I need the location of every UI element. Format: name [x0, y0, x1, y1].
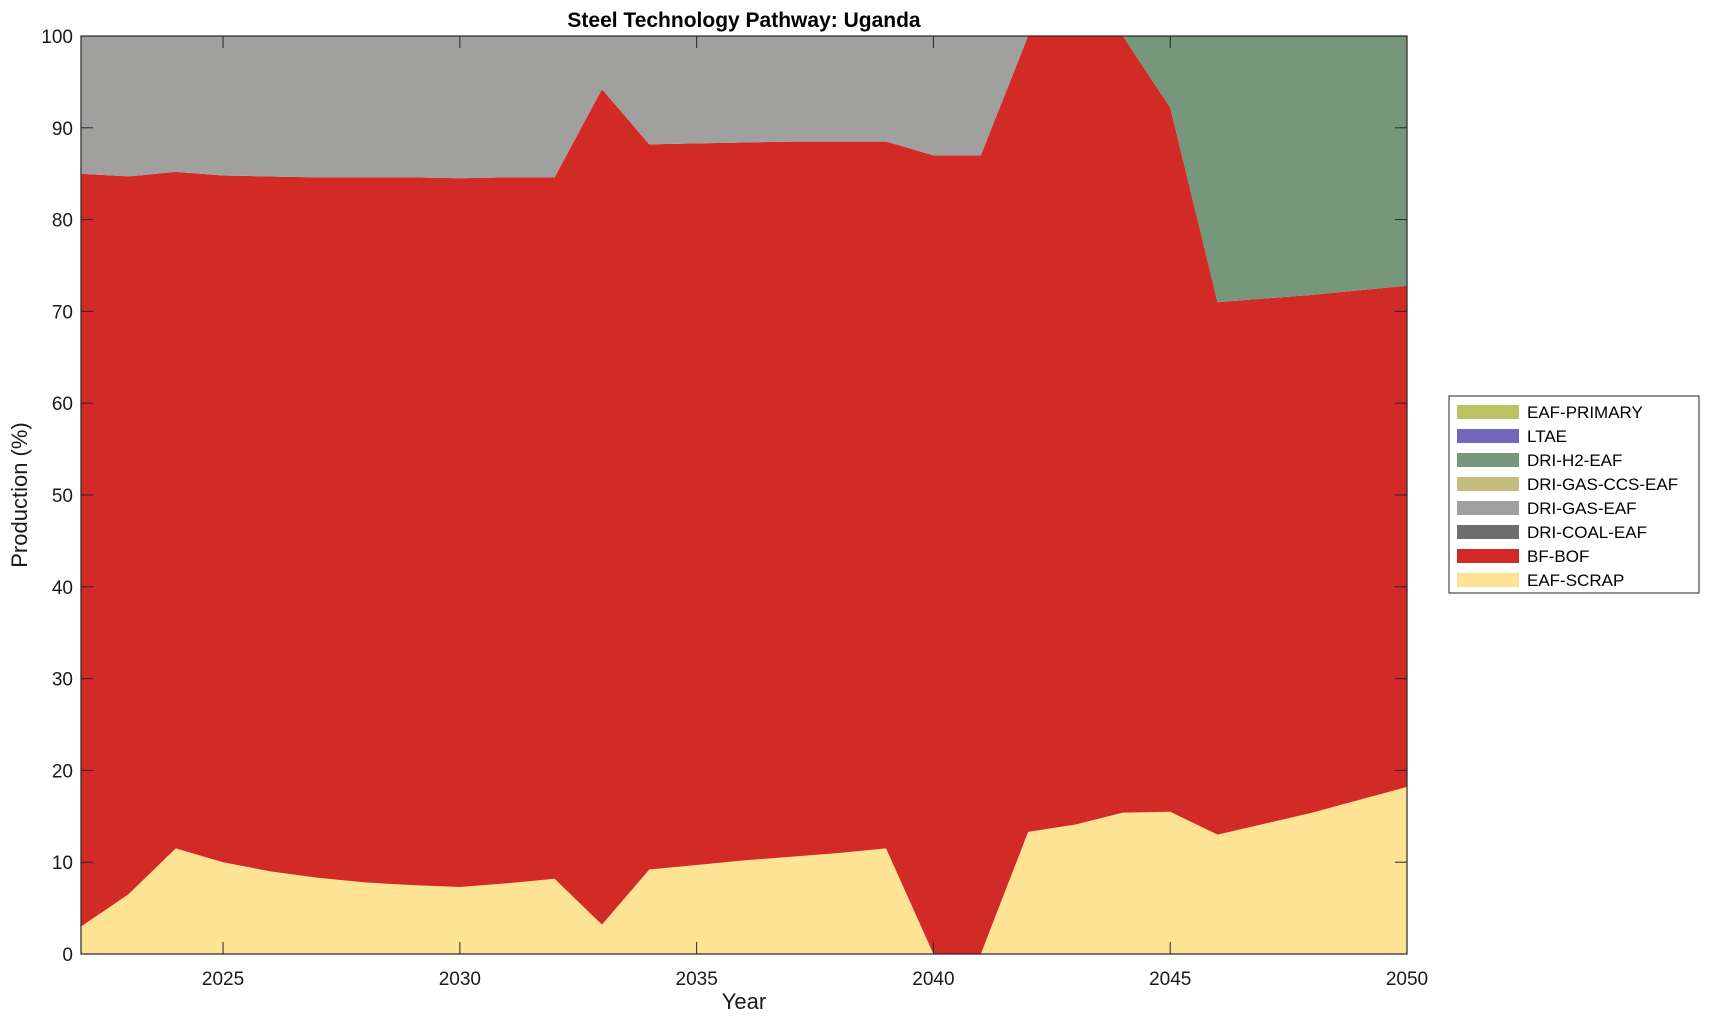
- area-eaf-scrap: [81, 786, 1407, 954]
- y-tick-label: 10: [52, 853, 73, 874]
- legend-label-dri-gas-eaf: DRI-GAS-EAF: [1527, 499, 1637, 518]
- legend-swatch-bf-bof: [1457, 549, 1519, 563]
- legend-items: EAF-PRIMARY LTAE DRI-H2-EAF DRI-GAS-CCS-EAF…: [1457, 403, 1678, 590]
- y-tick-label: 80: [52, 211, 73, 232]
- y-tick-label: 70: [52, 302, 73, 323]
- legend-swatch-eaf-scrap: [1457, 573, 1519, 587]
- legend-swatch-dri-coal-eaf: [1457, 525, 1519, 539]
- x-axis-title: Year: [722, 989, 766, 1014]
- legend-label-eaf-primary: EAF-PRIMARY: [1527, 403, 1643, 422]
- x-tick-label: 2050: [1386, 969, 1428, 990]
- areas-layer: [81, 36, 1407, 954]
- legend: EAF-PRIMARY LTAE DRI-H2-EAF DRI-GAS-CCS-EAF…: [1448, 395, 1700, 594]
- legend-swatch-dri-gas-eaf: [1457, 501, 1519, 515]
- legend-swatch-dri-gas-ccs-eaf: [1457, 477, 1519, 491]
- legend-label-eaf-scrap: EAF-SCRAP: [1527, 571, 1624, 590]
- legend-swatch-dri-h2-eaf: [1457, 453, 1519, 467]
- y-tick-label: 30: [52, 670, 73, 691]
- y-tick-label: 0: [62, 945, 73, 966]
- x-tick-label: 2045: [1149, 969, 1191, 990]
- area-dri-gas-eaf: [81, 36, 1407, 303]
- x-tick-label: 2025: [202, 969, 244, 990]
- legend-label-dri-gas-ccs-eaf: DRI-GAS-CCS-EAF: [1527, 475, 1678, 494]
- y-tick-label: 90: [52, 119, 73, 140]
- y-axis-title: Production (%): [7, 422, 32, 568]
- area-bf-bof: [81, 36, 1407, 954]
- y-tick-label: 40: [52, 578, 73, 599]
- y-tick-label: 100: [41, 27, 73, 48]
- y-tick-label: 60: [52, 394, 73, 415]
- x-tick-label: 2030: [439, 969, 481, 990]
- legend-swatch-ltae: [1457, 429, 1519, 443]
- legend-label-dri-h2-eaf: DRI-H2-EAF: [1527, 451, 1622, 470]
- legend-label-dri-coal-eaf: DRI-COAL-EAF: [1527, 523, 1647, 542]
- chart-title: Steel Technology Pathway: Uganda: [567, 9, 920, 32]
- legend-label-bf-bof: BF-BOF: [1527, 547, 1589, 566]
- legend-swatch-eaf-primary: [1457, 405, 1519, 419]
- legend-label-ltae: LTAE: [1527, 427, 1567, 446]
- y-tick-label: 20: [52, 761, 73, 782]
- x-tick-label: 2035: [676, 969, 718, 990]
- x-tick-label: 2040: [912, 969, 954, 990]
- y-tick-label: 50: [52, 486, 73, 507]
- area-dri-h2-eaf: [81, 36, 1407, 303]
